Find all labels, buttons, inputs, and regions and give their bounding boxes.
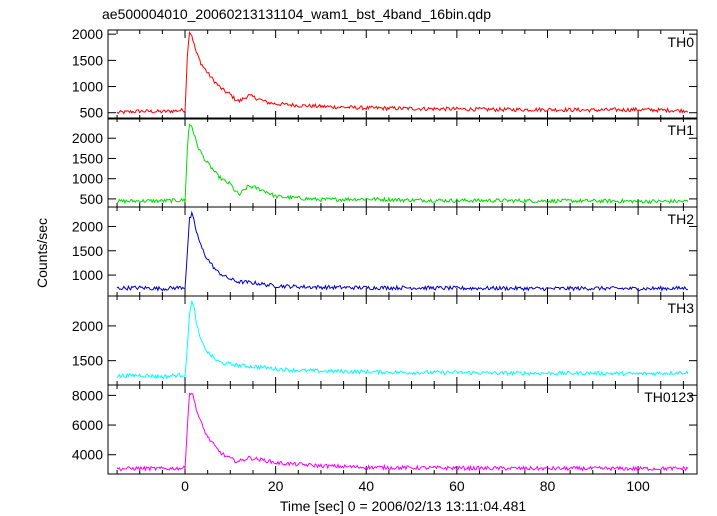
- y-tick-label: 500: [80, 105, 104, 121]
- series-line-th1: [116, 123, 689, 205]
- x-tick-label: 40: [358, 478, 374, 494]
- panel-label: TH2: [668, 211, 695, 227]
- x-tick-label: 0: [181, 478, 189, 494]
- y-tick-label: 2000: [72, 130, 103, 146]
- panel-th0123: 4000 6000 8000 TH0123: [72, 384, 698, 475]
- y-tick-label: 500: [80, 191, 104, 207]
- x-tick-label: 20: [268, 478, 284, 494]
- y-tick-label: 2000: [72, 26, 103, 42]
- chart-title: ae500004010_20060213131104_wam1_bst_4ban…: [102, 6, 491, 22]
- panel-th3: 1500 2000 TH3: [72, 295, 698, 386]
- series-line-th2: [116, 210, 689, 292]
- y-tick-label: 1000: [72, 267, 103, 283]
- y-tick-label: 8000: [72, 387, 103, 403]
- panel-frame: [107, 384, 698, 475]
- panel-frame: [107, 206, 698, 297]
- x-tick-label: 100: [626, 478, 650, 494]
- panel-frame: [107, 295, 698, 386]
- panel-th1: 500 1000 1500 2000 TH1: [72, 117, 698, 208]
- y-tick-label: 2000: [72, 218, 103, 234]
- panel-label: TH3: [668, 300, 695, 316]
- series-line-th0123: [116, 392, 689, 472]
- series-line-th0: [116, 30, 689, 115]
- panel-th0: 500 1000 1500 2000 TH0: [72, 26, 698, 121]
- y-tick-label: 1500: [72, 243, 103, 259]
- x-axis-label: Time [sec] 0 = 2006/02/13 13:11:04.481: [280, 498, 527, 514]
- y-tick-label: 6000: [72, 417, 103, 433]
- x-tick-label: 60: [449, 478, 465, 494]
- panel-label: TH1: [668, 122, 695, 138]
- panel-label: TH0123: [644, 389, 694, 405]
- x-tick-label: 80: [540, 478, 556, 494]
- panel-th2: 1000 1500 2000 TH2: [72, 206, 698, 297]
- y-tick-label: 2000: [72, 318, 103, 334]
- panel-frame: [107, 29, 698, 120]
- panel-frame: [107, 117, 698, 208]
- y-tick-label: 1500: [72, 353, 103, 369]
- y-tick-label: 1000: [72, 79, 103, 95]
- panel-label: TH0: [668, 34, 695, 50]
- y-tick-label: 1500: [72, 150, 103, 166]
- series-line-th3: [116, 300, 689, 380]
- y-tick-label: 1500: [72, 52, 103, 68]
- y-tick-label: 4000: [72, 447, 103, 463]
- y-tick-label: 1000: [72, 171, 103, 187]
- y-axis-label: Counts/sec: [34, 218, 50, 288]
